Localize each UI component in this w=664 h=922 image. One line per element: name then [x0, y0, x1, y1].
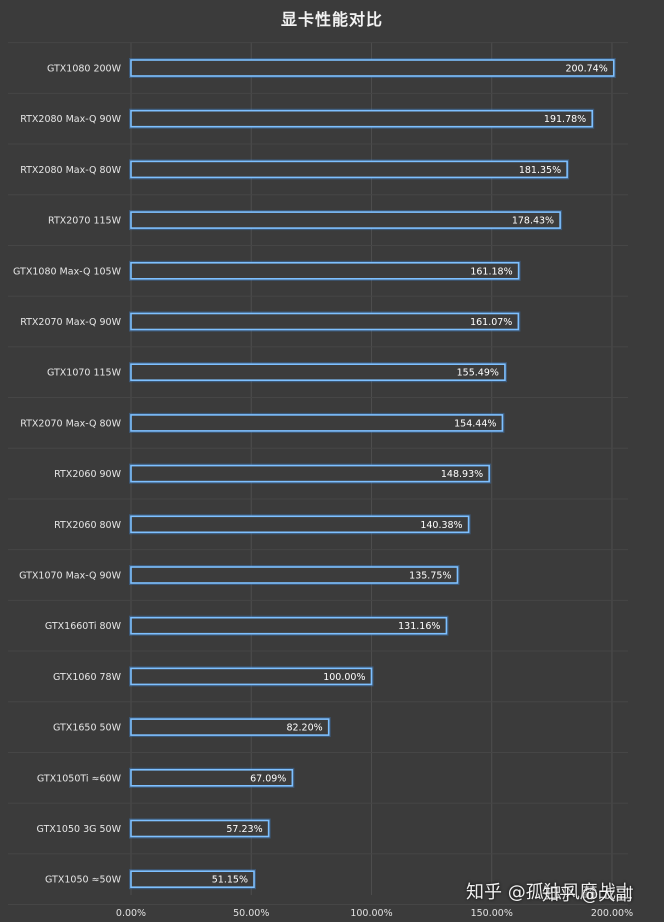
- value-label-13: 82.20%: [286, 723, 322, 734]
- category-label-0: GTX1080 200W: [47, 64, 122, 75]
- value-label-2: 181.35%: [519, 165, 561, 176]
- bar-8: [130, 464, 490, 483]
- value-label-11: 131.16%: [398, 621, 440, 632]
- value-label-15: 57.23%: [226, 824, 262, 835]
- x-tick-label-2: 100.00%: [350, 908, 392, 919]
- bar-9: [130, 515, 470, 534]
- value-label-3: 178.43%: [512, 216, 554, 227]
- bar-2: [130, 160, 568, 179]
- category-label-16: GTX1050 ≈50W: [45, 875, 122, 886]
- category-label-8: RTX2060 90W: [54, 469, 122, 480]
- category-label-11: GTX1660Ti 80W: [45, 621, 122, 632]
- category-label-13: GTX1650 50W: [53, 723, 122, 734]
- category-label-15: GTX1050 3G 50W: [37, 824, 122, 835]
- x-tick-label-1: 50.00%: [233, 908, 269, 919]
- value-label-6: 155.49%: [457, 368, 499, 379]
- value-label-12: 100.00%: [323, 672, 365, 683]
- bar-16: [130, 870, 255, 889]
- bar-11: [130, 616, 448, 635]
- bar-6: [130, 363, 506, 382]
- bar-10: [130, 566, 459, 584]
- value-label-5: 161.07%: [470, 317, 512, 328]
- category-label-9: RTX2060 80W: [54, 520, 122, 531]
- category-label-12: GTX1060 78W: [53, 672, 122, 683]
- bar-15: [130, 819, 270, 838]
- x-tick-label-4: 200.00%: [591, 908, 633, 919]
- category-label-10: GTX1070 Max-Q 90W: [19, 571, 122, 582]
- category-label-1: RTX2080 Max-Q 90W: [20, 114, 121, 125]
- bar-5: [130, 312, 520, 331]
- bar-14: [130, 768, 294, 787]
- bar-12: [130, 667, 373, 686]
- bar-1: [130, 109, 594, 128]
- category-label-2: RTX2080 Max-Q 80W: [20, 165, 121, 176]
- value-label-14: 67.09%: [250, 773, 286, 784]
- bar-3: [130, 211, 561, 229]
- category-label-3: RTX2070 115W: [48, 216, 122, 227]
- bar-7: [130, 414, 504, 432]
- value-label-8: 148.93%: [441, 469, 483, 480]
- value-label-4: 161.18%: [470, 266, 512, 277]
- category-label-6: GTX1070 115W: [47, 368, 122, 379]
- bar-13: [130, 718, 330, 736]
- value-label-7: 154.44%: [454, 418, 496, 429]
- category-label-4: GTX1080 Max-Q 105W: [13, 266, 122, 277]
- category-label-7: RTX2070 Max-Q 80W: [20, 418, 121, 429]
- watermark-text-secondary: 知乎 @大副: [542, 885, 633, 905]
- value-label-9: 140.38%: [420, 520, 462, 531]
- category-label-5: RTX2070 Max-Q 90W: [20, 317, 121, 328]
- value-label-0: 200.74%: [565, 64, 607, 75]
- category-label-14: GTX1050Ti ≈60W: [37, 773, 122, 784]
- value-label-10: 135.75%: [409, 571, 451, 582]
- x-tick-label-3: 150.00%: [471, 908, 513, 919]
- watermark-text: 知乎 @孤独风靡战士: [466, 882, 634, 903]
- bar-0: [130, 59, 615, 77]
- bar-4: [130, 261, 520, 280]
- value-label-1: 191.78%: [544, 114, 586, 125]
- x-tick-label-0: 0.00%: [116, 908, 146, 919]
- chart-title: 显卡性能对比: [280, 10, 383, 29]
- value-label-16: 51.15%: [212, 875, 248, 886]
